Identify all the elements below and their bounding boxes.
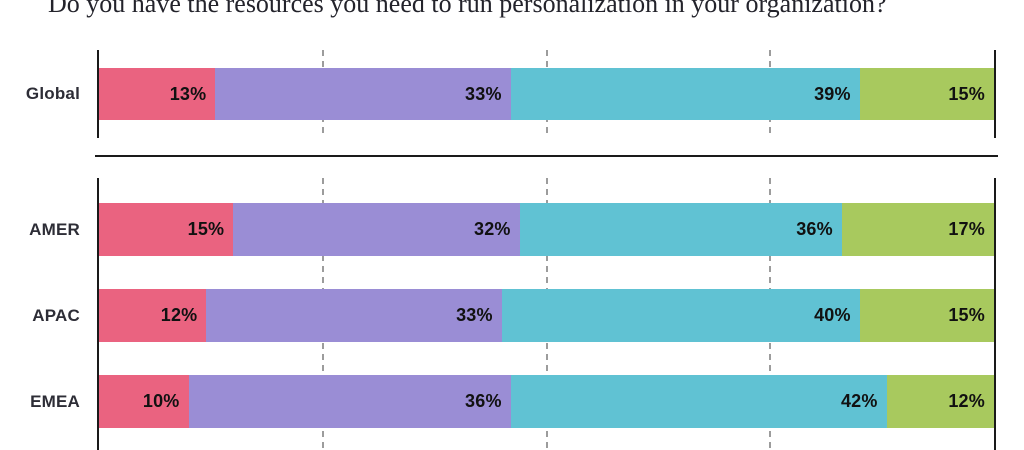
bar-segment-segment-4: 15% [859,289,994,342]
segment-value-label: 39% [814,83,851,104]
bar-segment-segment-4: 17% [841,203,994,256]
segment-value-label: 40% [814,305,851,325]
group-separator-line [95,155,998,157]
segment-value-label: 10% [142,391,180,411]
segment-value-label: 36% [796,219,833,239]
segment-value-label: 17% [948,219,985,239]
bar-group-regions: 15% 32% 36% 17% 12% 33% 40% 15% 10% 36% 42% 12% [97,178,996,450]
segment-value-label: 36% [465,391,502,411]
bar-group-global: 13% 33% 39% 15% [97,50,996,138]
chart-title: Do you have the resources you need to ru… [48,0,887,18]
bar-row-global: 13% 33% 39% 15% [99,68,994,120]
bar-row-emea: 10% 36% 42% 12% [99,375,994,428]
bar-segment-segment-1: 13% [99,68,216,120]
category-label-apac: APAC [32,305,80,325]
segment-value-label: 15% [948,305,985,325]
bar-segment-segment-3: 36% [519,203,842,256]
bar-segment-segment-4: 12% [886,375,994,428]
category-label-amer: AMER [29,219,80,239]
bar-segment-segment-2: 32% [233,203,520,256]
segment-value-label: 15% [948,83,985,104]
bar-segment-segment-1: 10% [99,375,189,428]
segment-value-label: 13% [169,83,207,104]
segment-value-label: 33% [465,83,502,104]
segment-value-label: 12% [948,391,985,411]
segment-value-label: 42% [840,391,878,411]
bar-segment-segment-3: 40% [501,289,860,342]
bar-segment-segment-2: 33% [215,68,511,120]
bar-segment-segment-2: 36% [188,375,511,428]
bar-row-amer: 15% 32% 36% 17% [99,203,994,256]
bar-segment-segment-4: 15% [859,68,994,120]
bar-segment-segment-1: 15% [99,203,234,256]
category-label-emea: EMEA [30,391,80,411]
segment-value-label: 15% [187,219,225,239]
segment-value-label: 32% [474,219,511,239]
segment-value-label: 12% [160,305,198,325]
category-label-global: Global [25,84,80,103]
bar-row-apac: 12% 33% 40% 15% [99,289,994,342]
segment-value-label: 33% [456,305,493,325]
bar-segment-segment-3: 39% [510,68,860,120]
bar-segment-segment-2: 33% [206,289,502,342]
bar-segment-segment-1: 12% [99,289,207,342]
bar-segment-segment-3: 42% [510,375,887,428]
